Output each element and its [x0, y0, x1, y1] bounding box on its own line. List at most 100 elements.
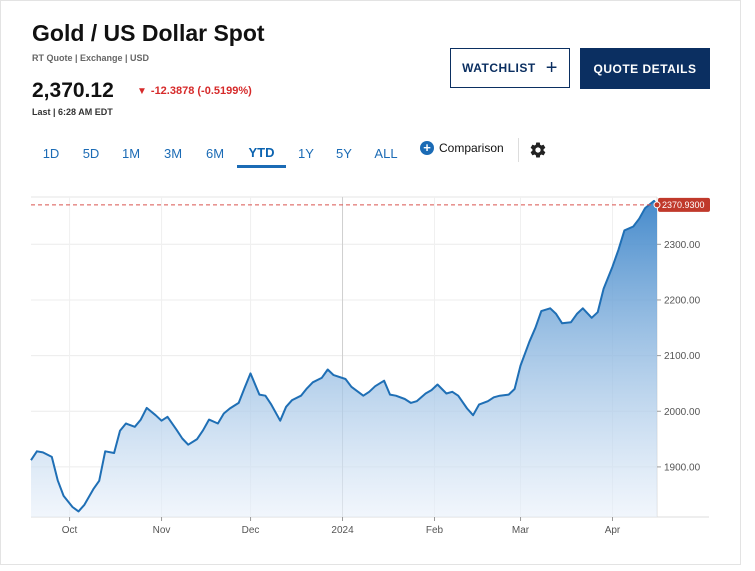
- price-point: [653, 200, 655, 202]
- price-point: [83, 504, 85, 506]
- price-point: [493, 396, 495, 398]
- price-point: [125, 423, 127, 425]
- tab-6m[interactable]: 6M: [205, 145, 225, 161]
- x-tick-label: Dec: [242, 525, 260, 536]
- price-point: [345, 378, 347, 380]
- price-point: [217, 423, 219, 425]
- price-point: [445, 393, 447, 395]
- price-point: [437, 384, 439, 386]
- price-point: [155, 414, 157, 416]
- price-point: [119, 430, 121, 432]
- price-point: [181, 438, 183, 440]
- watchlist-button[interactable]: WATCHLIST +: [450, 48, 570, 88]
- x-axis: Oct Nov Dec 2024 Feb Mar Apr: [62, 517, 621, 536]
- price-point: [208, 419, 210, 421]
- last-price-marker: 2370.9300: [31, 197, 710, 212]
- price-point: [472, 414, 474, 416]
- price-point: [175, 429, 177, 431]
- price-point: [244, 387, 246, 389]
- tab-ytd[interactable]: YTD: [237, 139, 286, 168]
- y-tick-label: 2200.00: [664, 295, 701, 306]
- price-point: [36, 450, 38, 452]
- price-point: [42, 451, 44, 453]
- price-point: [167, 416, 169, 418]
- tab-5d[interactable]: 5D: [82, 145, 100, 161]
- price-point: [457, 395, 459, 397]
- price-point: [270, 404, 272, 406]
- tab-5y[interactable]: 5Y: [336, 145, 352, 161]
- price-point: [591, 317, 593, 319]
- price-point: [404, 398, 406, 400]
- gear-icon[interactable]: [529, 141, 547, 159]
- price-point: [258, 394, 260, 396]
- price-point: [306, 387, 308, 389]
- last-trade-time: Last | 6:28 AM EDT: [32, 107, 113, 117]
- price-point: [570, 321, 572, 323]
- price-point: [499, 395, 501, 397]
- price-point: [466, 408, 468, 410]
- y-tick-label: 2100.00: [664, 351, 701, 362]
- price-point: [223, 413, 225, 415]
- price-point: [383, 380, 385, 382]
- toolbar-divider: [518, 138, 519, 162]
- price-point: [487, 400, 489, 402]
- tab-3m[interactable]: 3M: [163, 145, 183, 161]
- price-change: ▼ -12.3878 (-0.5199%): [137, 85, 252, 97]
- price-point: [644, 207, 646, 209]
- last-price-tag: [658, 197, 710, 212]
- price-point: [508, 394, 510, 396]
- x-tick-label: Apr: [605, 525, 621, 536]
- comparison-button[interactable]: + Comparison: [420, 141, 504, 155]
- y-axis: 1900.00 2000.00 2100.00 2200.00 2300.00: [657, 240, 701, 473]
- price-point: [291, 399, 293, 401]
- price-point: [161, 420, 163, 422]
- price-point: [30, 459, 32, 461]
- price-point: [520, 365, 522, 367]
- price-point: [72, 506, 74, 508]
- tab-1m[interactable]: 1M: [121, 145, 141, 161]
- price-point: [528, 341, 530, 343]
- price-point: [196, 438, 198, 440]
- price-point: [51, 456, 53, 458]
- price-point: [300, 395, 302, 397]
- tab-1y[interactable]: 1Y: [298, 145, 314, 161]
- price-point: [451, 391, 453, 393]
- price-point: [279, 420, 281, 422]
- price-point: [603, 288, 605, 290]
- tab-1d[interactable]: 1D: [42, 145, 60, 161]
- price-point: [350, 386, 352, 388]
- price-point: [395, 395, 397, 397]
- price-point: [555, 313, 557, 315]
- price-point: [333, 374, 335, 376]
- price-point: [540, 310, 542, 312]
- y-tick-label: 1900.00: [664, 462, 701, 473]
- price-point: [312, 381, 314, 383]
- price-point: [582, 307, 584, 309]
- price-point: [576, 313, 578, 315]
- down-arrow-icon: ▼: [137, 86, 147, 97]
- price-point: [431, 389, 433, 391]
- price-point: [134, 426, 136, 428]
- price-point: [623, 229, 625, 231]
- price-point: [146, 407, 148, 409]
- price-point: [597, 311, 599, 313]
- plus-icon: +: [545, 57, 558, 79]
- price-point: [98, 480, 100, 482]
- price-point: [368, 391, 370, 393]
- price-point: [187, 444, 189, 446]
- x-tick-label: Oct: [62, 525, 78, 536]
- y-tick-label: 2300.00: [664, 240, 701, 251]
- x-tick-label: Feb: [426, 525, 444, 536]
- price-point: [612, 266, 614, 268]
- tab-all[interactable]: ALL: [374, 145, 398, 161]
- price-point: [57, 479, 59, 481]
- quote-details-button[interactable]: QUOTE DETAILS: [580, 48, 710, 89]
- price-point: [285, 406, 287, 408]
- x-tick-label: Nov: [153, 525, 171, 536]
- price-point: [321, 377, 323, 379]
- price-chart[interactable]: 1900.00 2000.00 2100.00 2200.00 2300.00 Oct N…: [0, 0, 739, 563]
- price-point: [63, 495, 65, 497]
- price-point: [617, 249, 619, 251]
- y-tick-label: 2000.00: [664, 407, 701, 418]
- x-tick-label: Mar: [512, 525, 530, 536]
